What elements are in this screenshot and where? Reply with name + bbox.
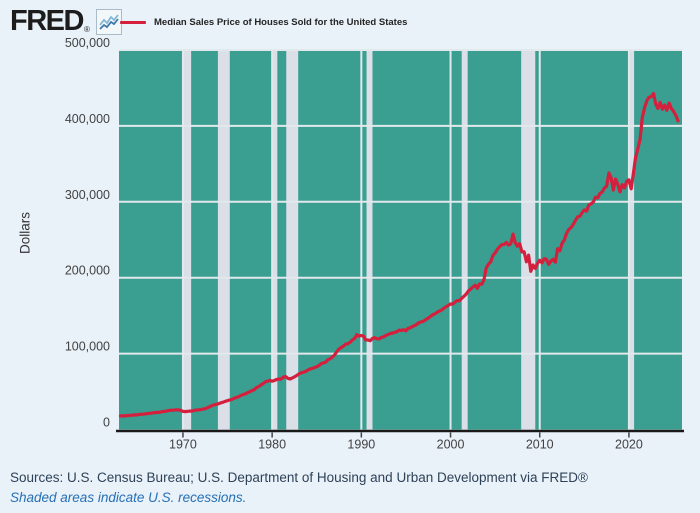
recession-band [366,50,373,430]
chart-header: FRED ® Median Sales Price of Houses Sold… [0,0,700,42]
recession-band [629,50,635,430]
legend-label[interactable]: Median Sales Price of Houses Sold for th… [154,16,408,28]
x-tick-label: 1990 [347,438,375,452]
fred-logo-text: FRED [10,5,84,37]
y-tick-label: 100,000 [65,340,110,354]
recession-band [286,50,299,430]
x-tick-label: 2010 [526,438,554,452]
sources-text: Sources: U.S. Census Bureau; U.S. Depart… [10,470,588,485]
y-tick-label: 200,000 [65,264,110,278]
fred-logo[interactable]: FRED ® [10,5,122,37]
y-tick-label: 400,000 [65,112,110,126]
x-tick-label: 1980 [258,438,286,452]
plot-background [119,50,682,430]
recession-band [461,50,468,430]
recession-band [521,50,536,430]
line-chart-icon [95,9,122,35]
x-tick-label: 2020 [615,438,643,452]
recession-band [272,50,278,430]
x-tick-label: 1970 [169,438,197,452]
recession-note: Shaded areas indicate U.S. recessions. [10,490,247,505]
registered-mark: ® [83,25,90,34]
median-price-line[interactable] [118,91,680,418]
y-tick-label: 0 [103,416,110,430]
recession-band [217,50,230,430]
y-tick-label: 300,000 [65,188,110,202]
y-axis-title: Dollars [17,211,33,255]
y-tick-label: 500,000 [65,36,110,50]
x-tick-label: 2000 [437,438,465,452]
recession-band [182,50,192,430]
legend-line-swatch [120,20,146,24]
legend: Median Sales Price of Houses Sold for th… [120,13,407,31]
